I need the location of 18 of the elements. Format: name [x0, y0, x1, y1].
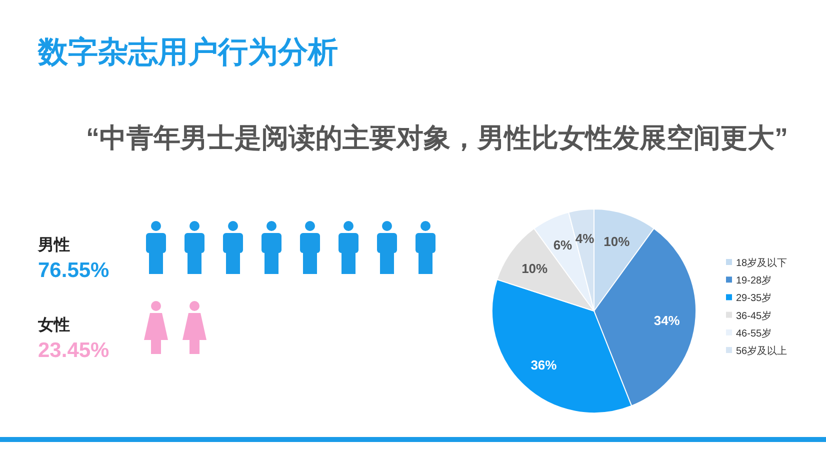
- category-label: 男性: [37, 236, 70, 254]
- data-label: 23.45%: [38, 339, 110, 362]
- data-label: 10%: [522, 260, 548, 276]
- data-label: 6%: [553, 238, 573, 253]
- data-label: 10%: [604, 234, 630, 250]
- legend-label: 29-35岁: [736, 292, 772, 304]
- legend-label: 56岁及以上: [736, 345, 788, 357]
- legend-label: 19-28岁: [736, 274, 772, 287]
- legend-label: 18岁及以下: [736, 257, 788, 269]
- text: “中青年男士是阅读的主要对象，男性比女性发展空间更大”: [86, 123, 788, 153]
- legend-label: 46-55岁: [736, 327, 772, 340]
- legend-label: 36-45岁: [736, 310, 772, 322]
- category-label: 女性: [37, 316, 70, 334]
- data-label: 4%: [575, 231, 595, 246]
- data-label: 36%: [530, 358, 558, 373]
- data-label: 76.55%: [38, 259, 110, 282]
- text: 数字杂志用户行为分析: [37, 35, 338, 69]
- data-label: 34%: [654, 313, 680, 328]
